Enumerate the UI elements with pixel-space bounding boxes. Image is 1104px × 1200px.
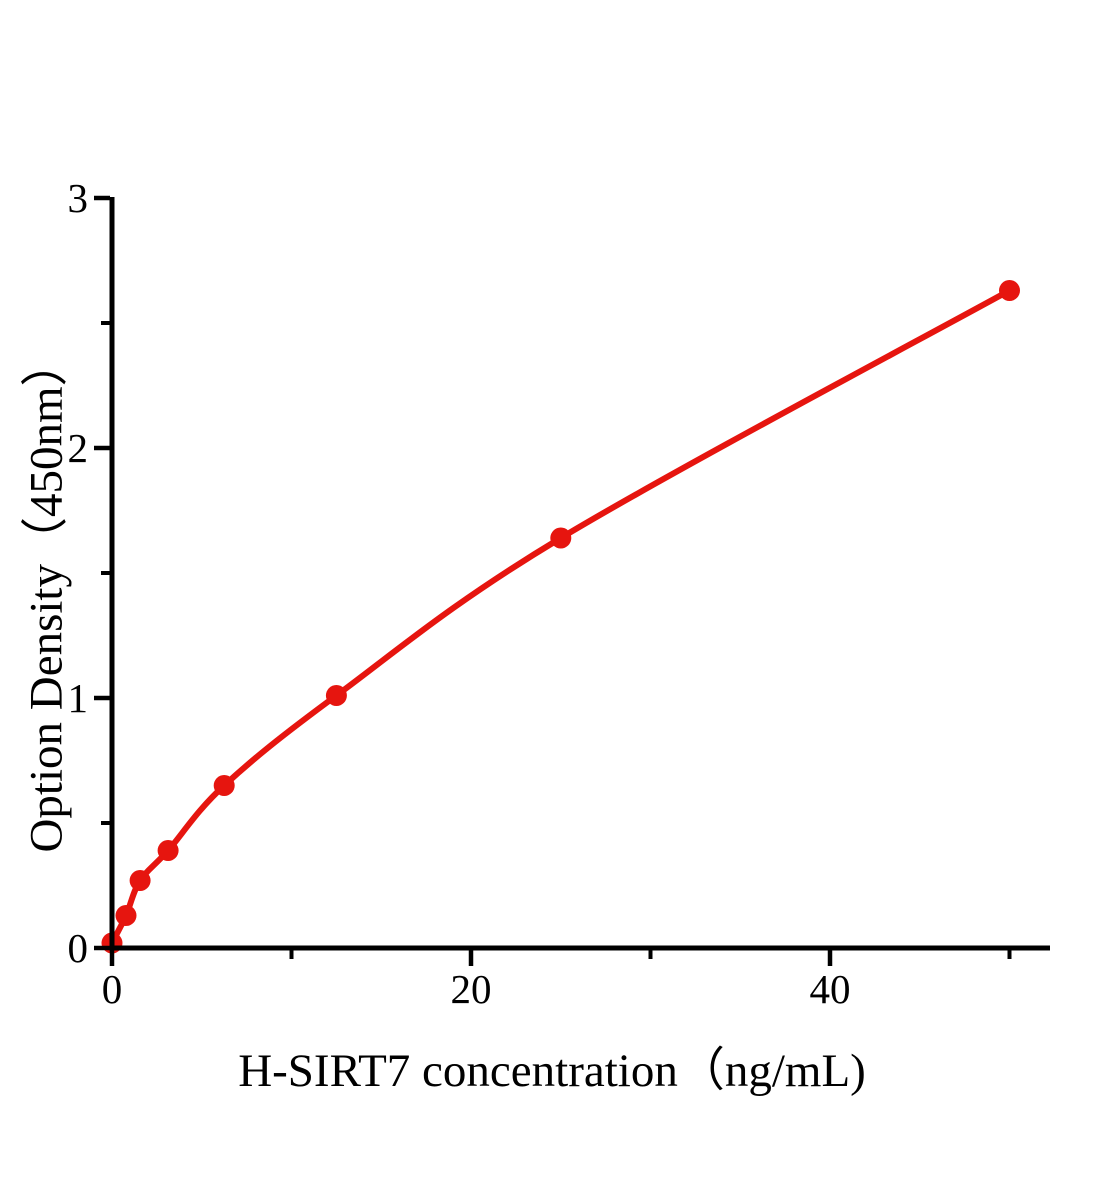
y-tick-label: 3 <box>68 175 89 221</box>
y-tick-label: 2 <box>68 425 89 471</box>
y-tick-label: 1 <box>68 675 89 721</box>
data-point-5 <box>325 685 347 706</box>
x-tick-label: 0 <box>102 966 123 1012</box>
x-tick-label: 20 <box>451 966 492 1012</box>
data-point-2 <box>129 870 151 891</box>
standard-curve-line <box>109 287 1013 946</box>
data-point-7 <box>999 280 1020 301</box>
data-point-3 <box>157 840 179 861</box>
x-axis-title: H-SIRT7 concentration（ng/mL) <box>238 1045 866 1097</box>
y-tick-label: 0 <box>68 925 89 971</box>
data-point-4 <box>213 775 235 796</box>
y-axis-title: Option Density（450nm） <box>20 339 73 853</box>
x-tick-label: 40 <box>810 966 851 1012</box>
data-point-1 <box>115 905 137 926</box>
data-point-6 <box>550 527 572 549</box>
